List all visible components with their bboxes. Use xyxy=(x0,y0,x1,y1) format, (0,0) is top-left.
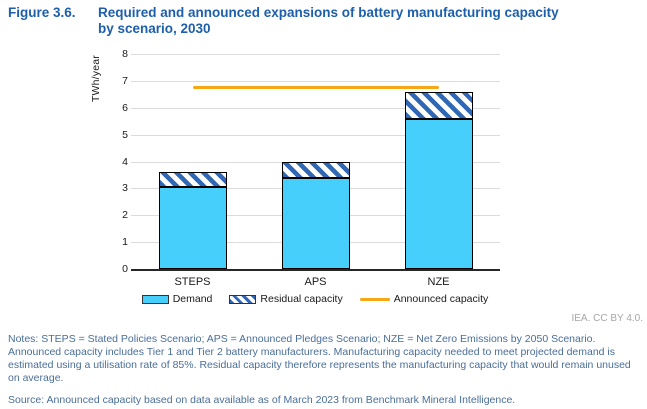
bar-residual-segment xyxy=(281,161,350,178)
announced-capacity-line-icon xyxy=(359,297,390,301)
source-text: Source: Announced capacity based on data… xyxy=(8,394,516,406)
legend-label-residual: Residual capacity xyxy=(260,293,343,305)
announced-capacity-line xyxy=(192,86,439,90)
x-tick-label: STEPS xyxy=(174,276,211,288)
legend-label-demand: Demand xyxy=(172,293,213,305)
y-tick-label: 0 xyxy=(122,263,128,275)
notes-text: Notes: STEPS = Stated Policies Scenario;… xyxy=(8,333,631,384)
bar-demand-segment xyxy=(281,177,350,269)
x-axis-line xyxy=(131,269,500,271)
chart-legend: Demand Residual capacity Announced capac… xyxy=(0,293,630,305)
y-tick-label: 3 xyxy=(122,182,128,195)
figure-number-label: Figure 3.6. xyxy=(8,5,76,20)
bar-demand-segment xyxy=(158,187,227,269)
license-credit: IEA. CC BY 4.0. xyxy=(571,313,643,324)
bar-demand-segment xyxy=(404,118,473,269)
legend-item-residual: Residual capacity xyxy=(229,293,343,305)
bar-chart: TWh/year 0 1 2 3 4 5 6 7 8 STEPS APS NZE xyxy=(0,40,647,292)
figure-title-line1: Required and announced expansions of bat… xyxy=(98,5,559,20)
x-tick-label: APS xyxy=(304,276,327,288)
y-gridline xyxy=(131,107,500,109)
legend-item-announced: Announced capacity xyxy=(359,293,489,305)
y-gridline xyxy=(131,134,500,136)
y-tick-label: 1 xyxy=(122,236,128,249)
x-tick-label: NZE xyxy=(427,276,450,288)
y-tick-label: 5 xyxy=(122,128,128,141)
demand-swatch-icon xyxy=(141,294,169,304)
y-tick-label: 8 xyxy=(122,48,128,60)
y-tick-label: 6 xyxy=(122,101,128,114)
legend-item-demand: Demand xyxy=(141,293,213,305)
figure-title: Required and announced expansions of bat… xyxy=(98,5,628,37)
y-gridline xyxy=(131,54,500,55)
residual-capacity-swatch-icon xyxy=(229,294,257,304)
bar-residual-segment xyxy=(404,91,473,119)
y-tick-label: 4 xyxy=(122,155,128,168)
legend-label-announced: Announced capacity xyxy=(393,293,489,305)
bar-residual-segment xyxy=(158,172,227,188)
y-gridline xyxy=(131,80,500,82)
figure-title-line2: by scenario, 2030 xyxy=(98,21,211,36)
y-tick-label: 2 xyxy=(122,209,128,222)
y-tick-label: 7 xyxy=(122,74,128,87)
